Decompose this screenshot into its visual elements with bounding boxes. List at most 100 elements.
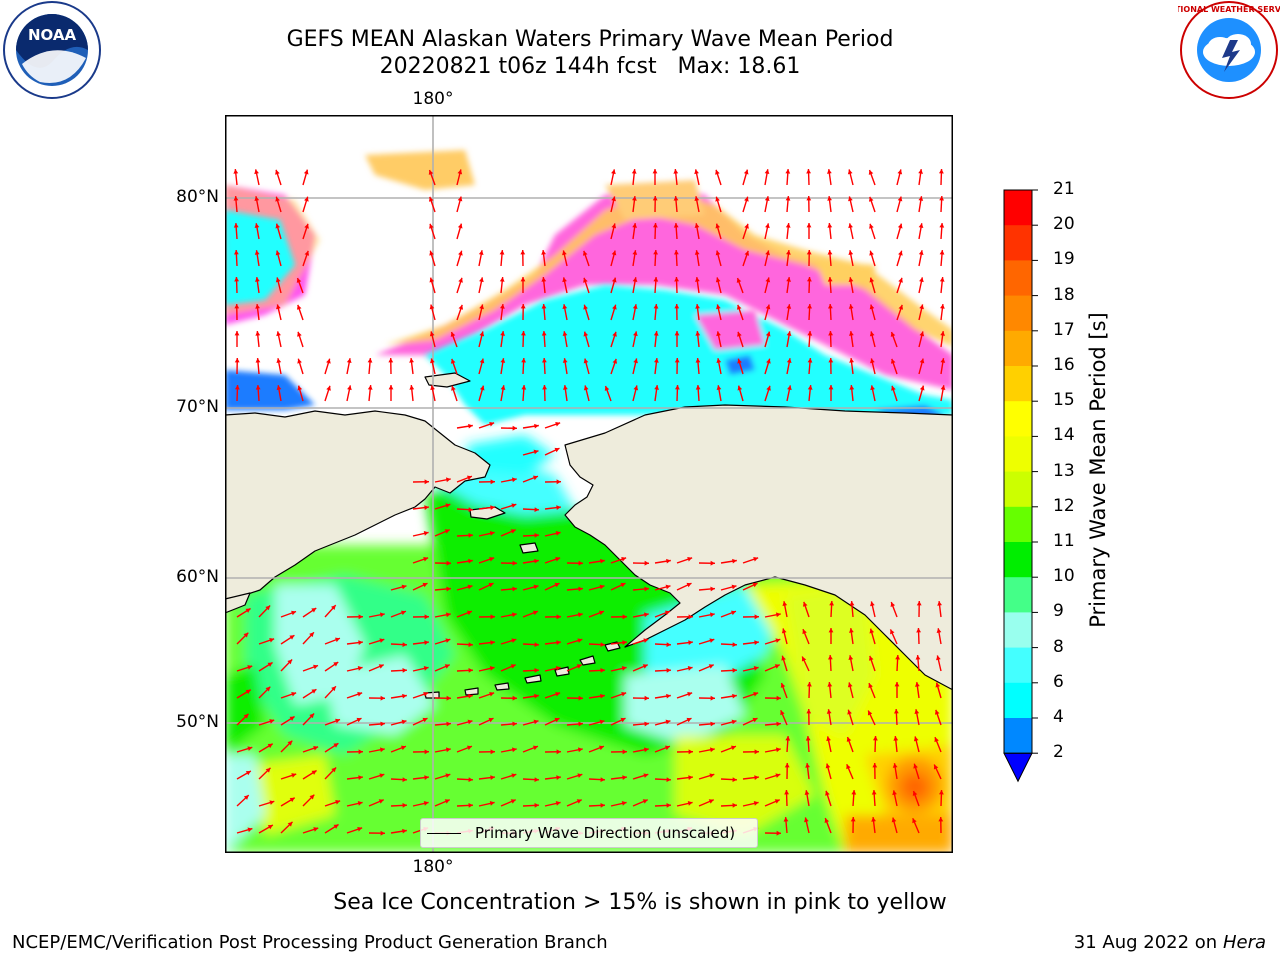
lat-label-60: 60°N [176,567,219,587]
wave-arrow-head [234,304,240,309]
wave-arrow-head [695,358,701,363]
footer-machine: Hera [1222,932,1266,953]
wave-arrow-head [894,682,900,687]
wave-arrow-head [827,223,833,228]
wave-arrow-head [643,747,649,753]
wave-arrow-head [644,560,649,566]
wave-arrow-head [848,196,853,202]
wave-arrow-head [784,763,790,768]
wave-arrow-head [466,745,472,751]
wave-arrow-head [826,736,831,742]
colorbar-segment [1004,682,1032,719]
wave-arrow-head [827,277,833,282]
wave-arrow-head [247,665,253,670]
wave-arrow-head [715,223,721,229]
wave-arrow-head [556,505,561,510]
wave-arrow-head [600,777,605,783]
wave-arrow-head [694,196,700,202]
wave-arrow-head [783,817,789,822]
wave-arrow-head [380,695,385,701]
wave-arrow-head [764,196,770,202]
wave-arrow-head [489,801,495,806]
wave-arrow-head [827,196,832,201]
wave-arrow-head [765,250,770,256]
wave-arrow-head [409,385,415,390]
wave-arrow-head [534,642,539,648]
wave-arrow-head [532,475,538,481]
wave-arrow-head [334,637,340,643]
wave-arrow-head [807,331,813,336]
wave-arrow-head [752,582,758,588]
wave-arrow-head [269,637,275,643]
wave-arrow-head [732,642,737,648]
wave-arrow-head [511,747,517,753]
wave-arrow-head [489,556,495,562]
wave-arrow-head [599,719,605,725]
colorbar-segment [1004,542,1032,578]
wave-arrow-head [825,763,831,769]
wave-arrow-head [868,196,874,202]
wave-arrow-head [576,664,582,669]
colorbar-segment [1004,612,1032,649]
wave-arrow-head [715,277,721,283]
wave-arrow-head [891,817,897,823]
wave-arrow-head [765,304,771,310]
wave-arrow-head [694,223,700,228]
wave-arrow-head [265,686,271,692]
wave-arrow-head [512,586,517,592]
wave-arrow-head [562,358,568,363]
wave-arrow-head [644,586,649,592]
wave-arrow-head [847,682,853,688]
wave-arrow-head [731,719,737,725]
wave-arrow-head [578,560,583,566]
wave-arrow-head [935,682,941,688]
wave-arrow-head [918,223,924,228]
map-legend: Primary Wave Direction (unscaled) [420,818,758,848]
svg-text:NATIONAL WEATHER SERVICE: NATIONAL WEATHER SERVICE [1178,5,1280,14]
wave-arrow-head [934,709,940,715]
colorbar-segment [1004,647,1032,684]
wave-arrow-head [612,304,617,310]
wave-arrow-head [521,358,527,363]
wave-arrow-head [379,773,385,778]
wave-arrow-head [600,802,605,808]
wave-arrow-head [851,790,857,795]
wave-arrow-head [562,331,568,336]
wave-arrow-head [445,612,451,618]
wave-arrow-head [444,664,450,669]
wave-arrow-head [939,250,945,255]
wave-arrow-head [940,385,946,390]
wave-arrow-head [871,790,877,795]
wave-arrow-head [632,304,638,310]
wave-arrow-head [555,421,561,427]
colorbar-segment [1004,260,1032,297]
wave-arrow-head [247,746,253,751]
wave-arrow-head [804,790,810,795]
wave-arrow-head [642,664,648,669]
wave-arrow-head [805,763,810,768]
wave-arrow-head [895,655,901,660]
wave-arrow-head [709,612,715,618]
wave-arrow-head [534,777,539,783]
wave-arrow-head [444,529,450,534]
wave-arrow-head [429,331,435,337]
wave-arrow-head [688,614,693,620]
wave-arrow-head [358,614,363,620]
wave-arrow-head [457,196,463,202]
wave-arrow-head [802,601,808,607]
wave-arrow-head [468,532,473,538]
wave-arrow-head [275,250,281,256]
colorbar-tick-label: 16 [1053,355,1075,375]
wave-arrow-head [446,586,451,592]
wave-arrow-head [912,818,917,824]
colorbar-tick-label: 15 [1053,390,1075,411]
wave-arrow-head [333,824,339,829]
wave-arrow-head [652,169,658,174]
wave-arrow-head [534,558,539,564]
wave-arrow-head [577,638,583,643]
wave-arrow-head [490,749,495,755]
colorbar-segment [1004,506,1032,543]
wave-arrow-head [335,718,341,724]
wave-arrow-head [556,640,561,645]
wave-arrow-head [402,777,407,783]
